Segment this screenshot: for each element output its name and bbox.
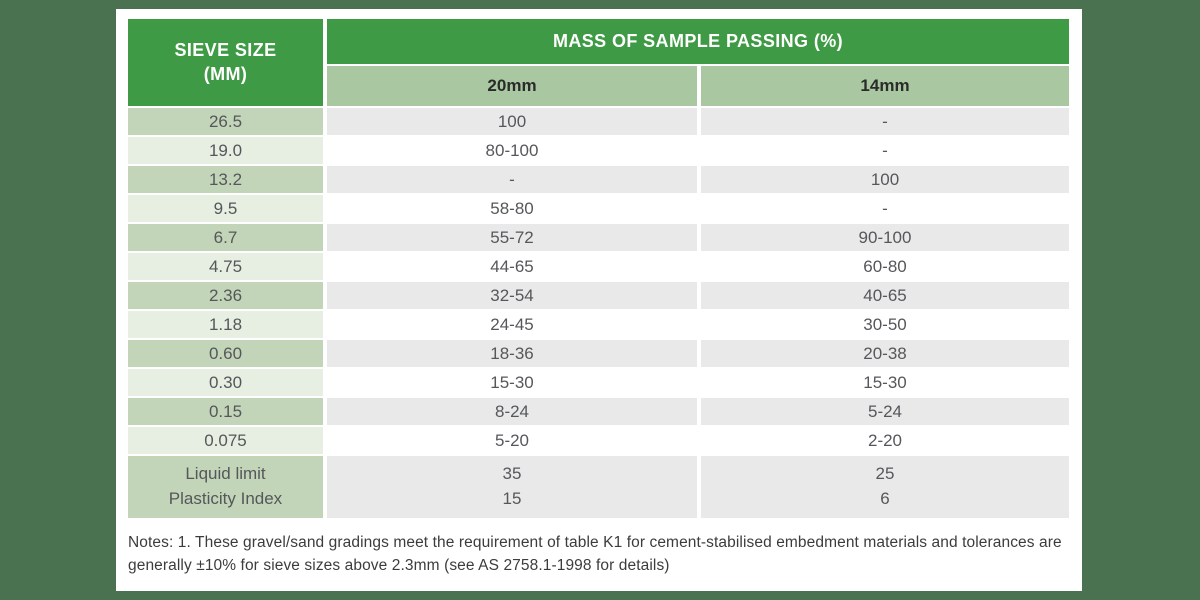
sieve-size-header-line1: SIEVE SIZE (174, 40, 277, 61)
passing-20mm-cell: 5-20 (327, 427, 697, 454)
passing-14mm-cell: 2-20 (701, 427, 1069, 454)
sieve-size-cell: 19.0 (128, 137, 323, 164)
sieve-size-cell: 0.075 (128, 427, 323, 454)
passing-20mm-cell: - (327, 166, 697, 193)
passing-14mm-cell: 30-50 (701, 311, 1069, 338)
liquid-limit-20mm-value: 35 (502, 464, 522, 484)
sieve-size-cell: 0.60 (128, 340, 323, 367)
passing-14mm-cell: 20-38 (701, 340, 1069, 367)
plasticity-index-label: Plasticity Index (168, 489, 283, 508)
passing-14mm-cell: - (701, 195, 1069, 222)
sieve-size-cell: 26.5 (128, 108, 323, 135)
sieve-size-header: SIEVE SIZE (MM) (128, 19, 323, 106)
passing-14mm-cell: 90-100 (701, 224, 1069, 251)
passing-14mm-cell: - (701, 108, 1069, 135)
passing-20mm-cell: 8-24 (327, 398, 697, 425)
passing-14mm-cell: 60-80 (701, 253, 1069, 280)
passing-20mm-cell: 55-72 (327, 224, 697, 251)
plasticity-index-20mm-value: 15 (502, 489, 522, 508)
sieve-size-cell: 0.15 (128, 398, 323, 425)
liquid-limit-label: Liquid limit (185, 464, 266, 484)
passing-14mm-cell: 5-24 (701, 398, 1069, 425)
sieve-size-cell: 13.2 (128, 166, 323, 193)
sieve-size-cell: 6.7 (128, 224, 323, 251)
passing-14mm-cell: 100 (701, 166, 1069, 193)
column-header-14mm: 14mm (701, 66, 1069, 106)
passing-20mm-cell: 58-80 (327, 195, 697, 222)
sieve-size-cell: 1.18 (128, 311, 323, 338)
notes-text: Notes: 1. These gravel/sand gradings mee… (128, 534, 1062, 575)
passing-20mm-cell: 24-45 (327, 311, 697, 338)
sieve-grading-table: SIEVE SIZE (MM) MASS OF SAMPLE PASSING (… (128, 19, 1069, 518)
passing-14mm-cell: 40-65 (701, 282, 1069, 309)
passing-20mm-cell: 80-100 (327, 137, 697, 164)
liquid-limit-14mm-value: 25 (875, 464, 895, 484)
sieve-size-cell: 0.30 (128, 369, 323, 396)
passing-20mm-cell: 32-54 (327, 282, 697, 309)
atterberg-14mm-cell: 25 6 (701, 456, 1069, 518)
sieve-size-cell: 2.36 (128, 282, 323, 309)
atterberg-20mm-cell: 35 15 (327, 456, 697, 518)
sieve-size-header-line2: (MM) (203, 63, 248, 84)
passing-20mm-cell: 15-30 (327, 369, 697, 396)
atterberg-limits-label-cell: Liquid limit Plasticity Index (128, 456, 323, 518)
mass-passing-header: MASS OF SAMPLE PASSING (%) (327, 19, 1069, 64)
sieve-size-cell: 9.5 (128, 195, 323, 222)
column-header-20mm: 20mm (327, 66, 697, 106)
sieve-size-cell: 4.75 (128, 253, 323, 280)
passing-14mm-cell: 15-30 (701, 369, 1069, 396)
table-card: SIEVE SIZE (MM) MASS OF SAMPLE PASSING (… (116, 9, 1082, 591)
passing-20mm-cell: 44-65 (327, 253, 697, 280)
plasticity-index-14mm-value: 6 (880, 489, 890, 508)
passing-14mm-cell: - (701, 137, 1069, 164)
passing-20mm-cell: 100 (327, 108, 697, 135)
passing-20mm-cell: 18-36 (327, 340, 697, 367)
